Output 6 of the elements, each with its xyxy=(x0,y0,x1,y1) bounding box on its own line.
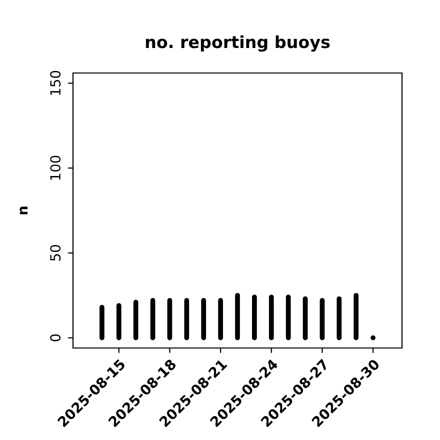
y-tick-label: 50 xyxy=(50,245,61,261)
y-tick-label: 100 xyxy=(50,156,61,180)
y-tick-label: 0 xyxy=(50,334,61,342)
y-axis-title: n xyxy=(20,206,28,214)
chart-title: no. reporting buoys xyxy=(146,35,330,52)
y-tick-label: 150 xyxy=(50,70,61,95)
